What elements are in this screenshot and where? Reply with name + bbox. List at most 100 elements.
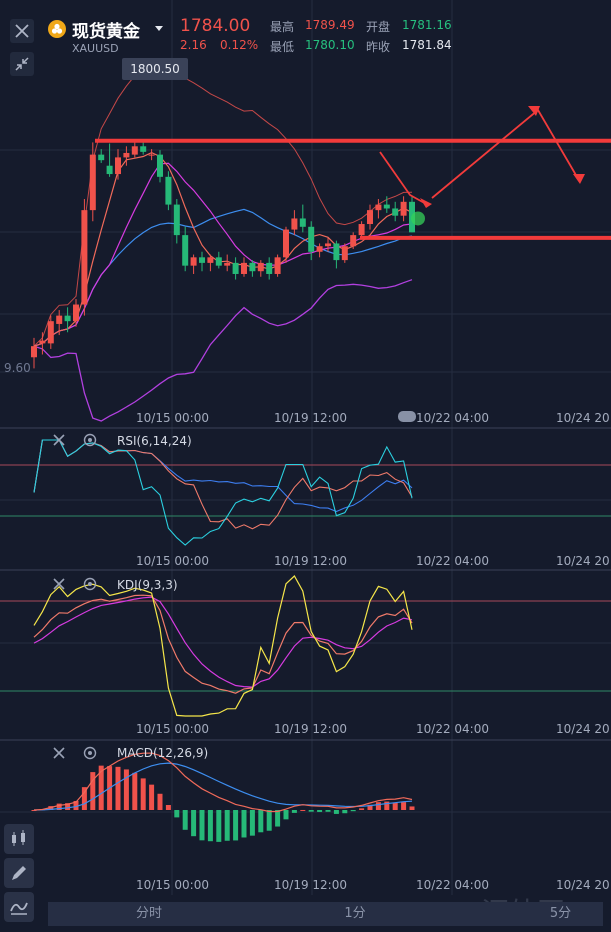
candle-body: [207, 257, 214, 263]
candle: [299, 204, 306, 233]
kdj-j-line: [33, 575, 413, 717]
indicator-icon: [10, 902, 28, 915]
bollinger-lower: [33, 279, 413, 422]
x-axis-tick-label: 10/22 04:00: [416, 878, 489, 892]
candle: [89, 142, 96, 222]
collapse-button[interactable]: [10, 52, 34, 76]
projection-path: [431, 108, 581, 199]
macd-bar: [140, 778, 146, 810]
macd-bar: [308, 810, 314, 812]
high-value: 1789.49: [305, 18, 355, 32]
kdj-close-icon[interactable]: [53, 578, 65, 590]
macd-bar: [392, 802, 398, 810]
macd-settings-icon[interactable]: [83, 746, 97, 760]
candle-body: [358, 224, 365, 236]
candle: [31, 337, 37, 369]
macd-bar: [233, 810, 239, 841]
kdj-lines: [33, 575, 413, 717]
macd-bar: [123, 769, 129, 810]
x-axis-tick-label: 10/24 20:00: [556, 411, 611, 425]
macd-bar: [283, 810, 289, 820]
candle: [73, 298, 79, 327]
candle: [325, 237, 331, 252]
symbol-code: XAUUSD: [72, 42, 119, 55]
macd-bar: [216, 810, 222, 842]
macd-bar: [132, 772, 138, 810]
rsi-settings-icon[interactable]: [83, 433, 97, 447]
price-change-pct: 0.12%: [220, 38, 259, 52]
candle-body: [325, 243, 331, 247]
candle-body: [106, 165, 113, 175]
x-axis-tick-label: 10/22 04:00: [416, 722, 489, 736]
candle-body: [341, 246, 348, 261]
candle: [291, 210, 298, 236]
macd-dif-line: [33, 752, 413, 813]
draw-tool-button[interactable]: [4, 858, 34, 888]
rsi-6-line: [33, 439, 413, 546]
candle: [392, 201, 399, 222]
candle: [207, 254, 214, 272]
macd-close-icon[interactable]: [53, 747, 65, 759]
candle-body: [73, 304, 79, 322]
candle-body: [299, 218, 306, 227]
x-axis-tick-label: 10/19 12:00: [274, 554, 347, 568]
candle: [224, 254, 231, 272]
macd-panel-header: MACD(12,26,9): [53, 746, 208, 760]
candle: [341, 243, 348, 263]
candle-body: [308, 226, 315, 252]
candle-body: [215, 257, 222, 266]
candlesticks: [31, 140, 425, 369]
macd-bar: [325, 810, 331, 812]
candle: [115, 149, 121, 180]
macd-bar: [333, 810, 339, 814]
macd-bar: [350, 810, 356, 812]
candle: [308, 221, 315, 261]
macd-dea-line: [33, 762, 413, 811]
open-label: 开盘: [366, 20, 391, 34]
candle: [148, 149, 155, 161]
candle-body: [190, 257, 197, 266]
indicator-tool-button[interactable]: [4, 892, 34, 922]
candle: [64, 307, 71, 333]
rsi-panel-header: RSI(6,14,24): [53, 433, 192, 448]
x-axis-labels: 10/15 00:00 10/19 12:00 10/22 04:00 10/24 2…: [136, 411, 611, 892]
kdj-settings-icon[interactable]: [83, 577, 97, 591]
macd-bar: [409, 806, 415, 810]
candle-body: [266, 262, 273, 274]
candle: [367, 204, 373, 230]
high-label: 最高: [270, 20, 295, 34]
macd-bar: [165, 805, 171, 810]
candle-body: [115, 157, 121, 175]
ma-fast-line: [33, 151, 413, 347]
chevron-down-icon[interactable]: [154, 25, 164, 33]
period-1min[interactable]: 1分: [344, 906, 366, 921]
instrument-name[interactable]: 现货黄金: [72, 22, 140, 42]
kdj-panel-header: KDJ(9,3,3): [53, 577, 178, 592]
x-axis-tick-label: 10/24 20:00: [556, 722, 611, 736]
price-axis-top-label: 1800.50: [130, 62, 180, 76]
candle-body: [400, 201, 407, 216]
macd-bar: [342, 810, 348, 814]
candle: [131, 140, 138, 158]
macd-bar: [174, 810, 180, 818]
period-timeshare[interactable]: 分时: [135, 906, 162, 921]
close-chart-button[interactable]: [10, 19, 34, 43]
close-icon: [15, 24, 29, 38]
period-5min[interactable]: 5分: [549, 906, 572, 921]
rsi-14-line: [33, 439, 413, 530]
macd-bar: [73, 800, 79, 810]
candle-body: [39, 340, 46, 344]
arrow-head: [420, 198, 432, 208]
x-axis-tick-label: 10/15 00:00: [136, 411, 209, 425]
candle-body: [375, 204, 382, 211]
candle-body: [131, 146, 138, 155]
rsi-close-icon[interactable]: [53, 434, 65, 446]
candle-body: [316, 246, 323, 252]
candle-body: [333, 243, 340, 261]
candle-body: [182, 235, 189, 266]
candle-body: [241, 262, 247, 274]
candlestick-tool-button[interactable]: [4, 824, 34, 854]
macd-bar: [157, 793, 163, 810]
